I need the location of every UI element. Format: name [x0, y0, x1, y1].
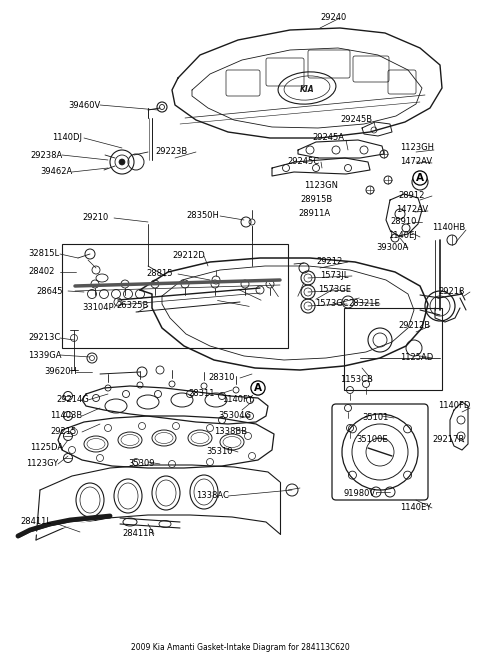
Text: 29213C: 29213C: [28, 333, 60, 342]
Text: 1573GE: 1573GE: [318, 285, 351, 295]
Text: 28411L: 28411L: [20, 518, 51, 527]
Text: 29245A: 29245A: [312, 134, 344, 142]
Text: 1472AV: 1472AV: [400, 157, 432, 165]
Text: 1338BB: 1338BB: [214, 428, 247, 436]
Text: 28321E: 28321E: [348, 300, 380, 308]
Text: 28310: 28310: [208, 373, 235, 382]
Text: 28411R: 28411R: [122, 529, 154, 539]
Text: 28912: 28912: [398, 190, 424, 199]
Text: 1153CB: 1153CB: [340, 375, 373, 384]
Text: 29212D: 29212D: [172, 251, 205, 260]
Text: 2009 Kia Amanti Gasket-Intake Diagram for 284113C620: 2009 Kia Amanti Gasket-Intake Diagram fo…: [131, 644, 349, 653]
Text: 28350H: 28350H: [186, 211, 219, 220]
Text: 35101: 35101: [362, 413, 388, 422]
Text: 29215: 29215: [50, 428, 76, 436]
Text: 1140EY: 1140EY: [400, 504, 431, 512]
Text: 1339GA: 1339GA: [28, 350, 61, 359]
Text: A: A: [417, 178, 423, 186]
Text: 29210: 29210: [82, 213, 108, 222]
Text: 29218: 29218: [438, 287, 464, 297]
Text: 29245B: 29245B: [340, 115, 372, 125]
Text: 1123GH: 1123GH: [400, 144, 434, 152]
Text: 29214G: 29214G: [56, 396, 89, 405]
Text: 28911A: 28911A: [298, 209, 330, 218]
Text: 35310: 35310: [206, 447, 232, 457]
Text: 29217R: 29217R: [432, 436, 464, 445]
Text: 1140EJ: 1140EJ: [388, 230, 417, 239]
Bar: [344, 308, 442, 390]
Text: 1125AD: 1125AD: [400, 354, 433, 363]
Text: 29212B: 29212B: [398, 321, 430, 331]
Text: 1140FD: 1140FD: [438, 401, 470, 411]
Text: 35304G: 35304G: [218, 411, 251, 420]
Text: 29245C: 29245C: [287, 157, 319, 167]
Text: 35100E: 35100E: [356, 436, 388, 445]
Text: A: A: [254, 383, 262, 393]
Text: 1140HB: 1140HB: [432, 224, 465, 232]
Text: 29240: 29240: [320, 14, 346, 22]
Text: 39462A: 39462A: [40, 167, 72, 176]
Text: 28915B: 28915B: [300, 195, 332, 205]
Text: 1472AV: 1472AV: [396, 205, 428, 213]
Text: 28910: 28910: [390, 218, 416, 226]
Text: 11403B: 11403B: [50, 411, 82, 420]
Text: 1573JL: 1573JL: [320, 272, 348, 281]
Text: 29212: 29212: [316, 258, 342, 266]
Text: 29238A: 29238A: [30, 150, 62, 159]
Text: 28402: 28402: [28, 268, 54, 276]
Circle shape: [119, 159, 125, 165]
Text: 26325B: 26325B: [116, 302, 148, 310]
Text: 33104P: 33104P: [82, 304, 114, 312]
Text: 29223B: 29223B: [155, 148, 187, 157]
Text: A: A: [416, 173, 424, 183]
Text: 28815: 28815: [146, 270, 172, 279]
Text: 1140FY: 1140FY: [222, 396, 253, 405]
Text: 1123GY: 1123GY: [26, 459, 58, 468]
Text: 32815L: 32815L: [28, 249, 59, 258]
Text: 1338AC: 1338AC: [196, 491, 229, 501]
Text: 35309: 35309: [128, 459, 155, 468]
Text: 28645: 28645: [36, 287, 62, 295]
Text: 1125DA: 1125DA: [30, 443, 63, 453]
Text: KIA: KIA: [300, 85, 314, 94]
Text: 39620H: 39620H: [44, 367, 77, 377]
Text: 28311: 28311: [188, 390, 215, 398]
Text: 1140DJ: 1140DJ: [52, 134, 82, 142]
Text: 39460V: 39460V: [68, 100, 100, 110]
Bar: [62, 244, 288, 348]
Text: 39300A: 39300A: [376, 243, 408, 253]
Text: 1573GC: 1573GC: [315, 300, 348, 308]
Text: 91980V: 91980V: [344, 489, 376, 499]
Text: 1123GN: 1123GN: [304, 182, 338, 190]
